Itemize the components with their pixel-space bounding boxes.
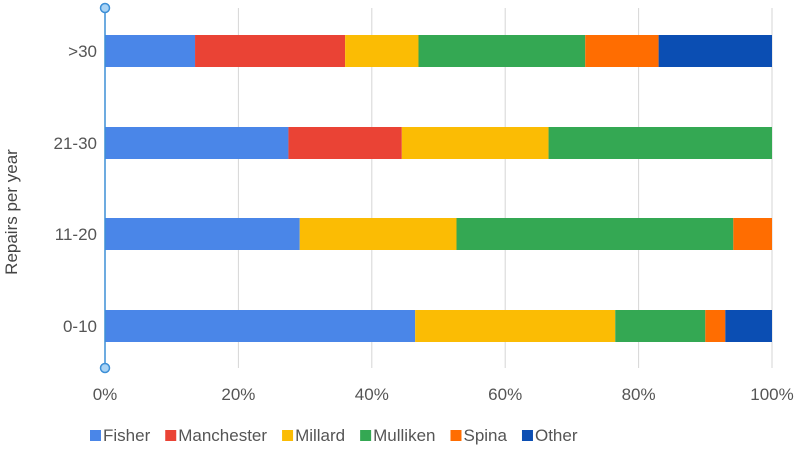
bar-segment-fisher bbox=[105, 127, 289, 159]
bar-segment-mulliken bbox=[456, 218, 734, 250]
legend-label: Mulliken bbox=[373, 426, 435, 445]
x-tick-label: 100% bbox=[750, 385, 793, 404]
bar-segment-other bbox=[658, 35, 772, 67]
bar-segment-mulliken bbox=[418, 35, 586, 67]
legend-label: Fisher bbox=[103, 426, 151, 445]
legend-item-other[interactable]: Other bbox=[521, 426, 578, 445]
bar-segment-spina bbox=[733, 218, 772, 250]
bars bbox=[105, 35, 772, 342]
bar-segment-mulliken bbox=[615, 310, 706, 342]
legend-label: Spina bbox=[463, 426, 507, 445]
legend-swatch bbox=[282, 430, 294, 441]
legend-item-fisher[interactable]: Fisher bbox=[90, 426, 151, 445]
legend-swatch bbox=[90, 430, 101, 441]
axis-handle[interactable] bbox=[99, 2, 111, 14]
bar-segment-fisher bbox=[105, 218, 300, 250]
bar-segment-manchester bbox=[288, 127, 402, 159]
legend[interactable]: Fisher Manchester Millard Mulliken Spina Othe… bbox=[90, 426, 578, 445]
x-tick-label: 60% bbox=[488, 385, 522, 404]
bar-segment-other bbox=[725, 310, 772, 342]
bar-segment-fisher bbox=[105, 310, 416, 342]
legend-label: Manchester bbox=[178, 426, 267, 445]
y-tick-label: 21-30 bbox=[54, 134, 97, 153]
bar-segment-millard bbox=[415, 310, 616, 342]
legend-item-millard[interactable]: Millard bbox=[282, 426, 345, 445]
y-tick-label: >30 bbox=[68, 42, 97, 61]
bar-segment-spina bbox=[705, 310, 726, 342]
legend-swatch bbox=[360, 430, 372, 441]
tick-labels: 0% 20% 40% 60% 80% 100% >30 21-30 11-20 0-10 bbox=[54, 42, 794, 404]
y-tick-label: 11-20 bbox=[55, 225, 97, 244]
legend-label: Other bbox=[535, 426, 578, 445]
bar-segment-manchester bbox=[195, 35, 346, 67]
bar-segment-spina bbox=[585, 35, 659, 67]
legend-item-spina[interactable]: Spina bbox=[450, 426, 508, 445]
bar-segment-millard bbox=[299, 218, 457, 250]
bar-segment-millard bbox=[345, 35, 419, 67]
axis-handle[interactable] bbox=[99, 362, 111, 374]
legend-item-manchester[interactable]: Manchester bbox=[165, 426, 267, 445]
bar-segment-mulliken bbox=[548, 127, 772, 159]
bar-segment-fisher bbox=[105, 35, 196, 67]
axes bbox=[99, 2, 111, 374]
legend-label: Millard bbox=[295, 426, 345, 445]
gridlines bbox=[237, 8, 773, 368]
bar-segment-millard bbox=[401, 127, 549, 159]
legend-swatch bbox=[521, 430, 533, 441]
y-axis-title: Repairs per year bbox=[2, 149, 21, 275]
x-tick-label: 0% bbox=[93, 385, 118, 404]
x-tick-label: 40% bbox=[355, 385, 389, 404]
legend-item-mulliken[interactable]: Mulliken bbox=[360, 426, 435, 445]
legend-swatch bbox=[165, 430, 177, 441]
legend-swatch bbox=[450, 430, 462, 441]
x-tick-label: 20% bbox=[221, 385, 255, 404]
y-tick-label: 0-10 bbox=[63, 317, 97, 336]
x-tick-label: 80% bbox=[622, 385, 656, 404]
